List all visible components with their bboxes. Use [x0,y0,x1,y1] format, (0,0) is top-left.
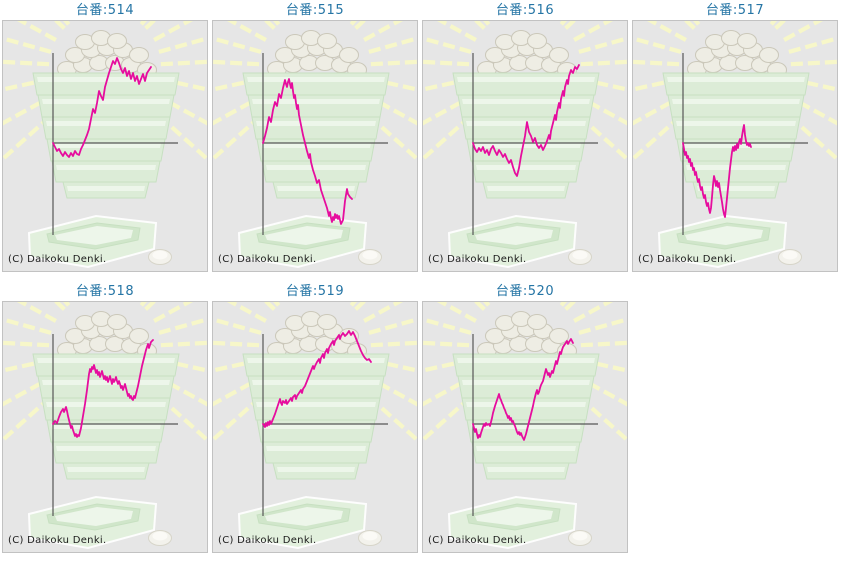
machine-cell-516: 台番:516 (C) Daikoku Denki. [422,2,628,272]
slump-line [52,339,154,438]
watermark [423,302,627,550]
machine-cell-515: 台番:515 (C) Daikoku Denki. [212,2,418,272]
watermark [3,21,207,269]
slump-graph-image[interactable] [3,21,207,271]
watermark [633,21,837,269]
slump-graph-image[interactable] [423,21,627,271]
machine-title: 台番:515 [285,3,345,18]
slump-line [262,330,372,428]
slump-graph-image[interactable] [633,21,837,271]
slump-graph-image[interactable] [3,302,207,552]
machine-title: 台番:514 [75,3,135,18]
machine-title: 台番:516 [495,3,555,18]
slump-line [682,124,752,218]
slump-line [52,57,152,158]
watermark [3,302,207,550]
copyright-label: (C) Daikoku Denki. [218,535,317,546]
slump-graph-panel[interactable]: (C) Daikoku Denki. [422,301,628,553]
machine-title: 台番:518 [75,284,135,299]
machine-title: 台番:519 [285,284,345,299]
grid-row-1: 台番:514 (C) Daikoku Denki. 台番:515 (C) Dai… [2,2,842,272]
slump-graph-image[interactable] [213,21,417,271]
grid-row-2: 台番:518 (C) Daikoku Denki. 台番:519 (C) Dai… [2,283,842,553]
machine-cell-519: 台番:519 (C) Daikoku Denki. [212,283,418,553]
machine-cell-520: 台番:520 (C) Daikoku Denki. [422,283,628,553]
machine-title: 台番:520 [495,284,555,299]
slump-graph-panel[interactable]: (C) Daikoku Denki. [212,301,418,553]
copyright-label: (C) Daikoku Denki. [218,254,317,265]
machine-cell-514: 台番:514 (C) Daikoku Denki. [2,2,208,272]
slump-graph-panel[interactable]: (C) Daikoku Denki. [212,20,418,272]
slump-graph-panel[interactable]: (C) Daikoku Denki. [2,20,208,272]
slump-graph-panel[interactable]: (C) Daikoku Denki. [2,301,208,553]
slump-line [472,338,574,441]
slump-graph-image[interactable] [423,302,627,552]
slump-graph-panel[interactable]: (C) Daikoku Denki. [422,20,628,272]
copyright-label: (C) Daikoku Denki. [8,254,107,265]
slump-graph-panel[interactable]: (C) Daikoku Denki. [632,20,838,272]
machine-cell-517: 台番:517 (C) Daikoku Denki. [632,2,838,272]
machine-cell-518: 台番:518 (C) Daikoku Denki. [2,283,208,553]
machine-title: 台番:517 [705,3,765,18]
slump-graph-image[interactable] [213,302,417,552]
slump-line [472,64,580,177]
copyright-label: (C) Daikoku Denki. [428,254,527,265]
watermark [423,21,627,269]
slump-line [262,78,353,225]
watermark [213,302,417,550]
copyright-label: (C) Daikoku Denki. [428,535,527,546]
copyright-label: (C) Daikoku Denki. [638,254,737,265]
copyright-label: (C) Daikoku Denki. [8,535,107,546]
watermark [213,21,417,269]
